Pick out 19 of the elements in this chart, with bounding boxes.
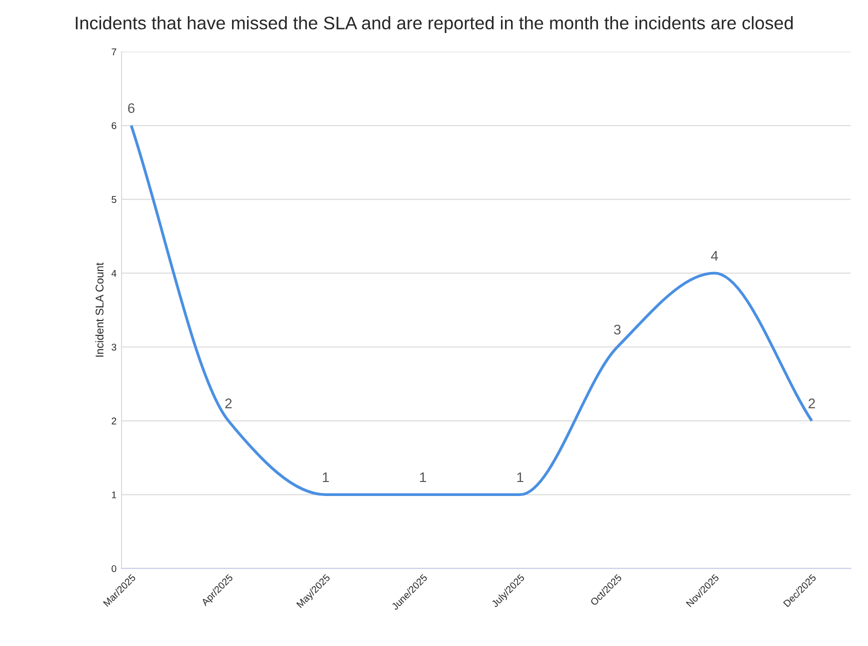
y-tick-label: 6 xyxy=(112,122,116,130)
data-label: 2 xyxy=(808,398,815,408)
chart-title: Incidents that have missed the SLA and are reported in the month the incidents are closed xyxy=(76,16,793,33)
line-series xyxy=(130,124,814,496)
data-label: 4 xyxy=(710,251,718,261)
data-label: 6 xyxy=(128,103,134,114)
y-axis-title: Incident SLA Count xyxy=(95,262,104,357)
y-tick-label: 7 xyxy=(112,48,116,56)
data-label: 1 xyxy=(517,472,524,482)
y-tick-label: 2 xyxy=(112,418,116,424)
data-label: 3 xyxy=(614,324,621,335)
y-tick-label: 3 xyxy=(112,344,116,351)
y-tick-label: 5 xyxy=(112,196,116,203)
y-tick-label: 1 xyxy=(112,491,116,498)
y-tick-label: 0 xyxy=(112,565,116,572)
data-label: 1 xyxy=(420,472,426,482)
data-label: 1 xyxy=(322,472,329,482)
y-tick-label: 4 xyxy=(111,270,116,277)
data-label: 2 xyxy=(225,398,232,408)
